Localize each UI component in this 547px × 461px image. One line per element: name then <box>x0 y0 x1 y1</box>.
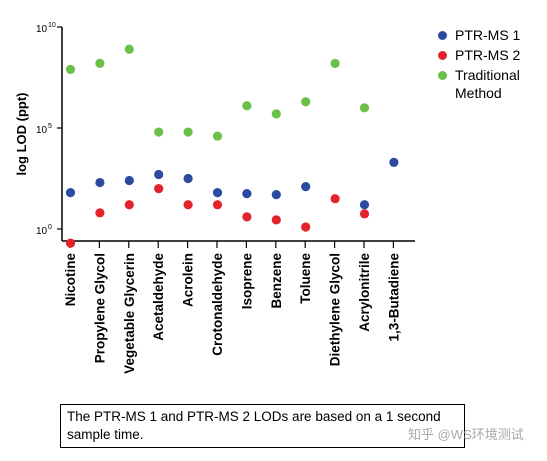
y-tick-exponent: 10 <box>48 22 56 29</box>
data-point-ptr-ms-2 <box>183 200 193 210</box>
data-point-traditional-method <box>154 127 164 137</box>
x-tick-label: Diethylene Glycol <box>328 253 343 366</box>
data-point-traditional-method <box>124 44 134 54</box>
data-point-ptr-ms-1 <box>271 190 281 200</box>
data-point-ptr-ms-2 <box>359 209 370 219</box>
data-point-traditional-method <box>359 103 370 113</box>
legend-marker <box>438 71 447 80</box>
legend-item-traditional-method: Traditional Method <box>438 66 543 102</box>
data-point-ptr-ms-2 <box>65 238 76 248</box>
data-point-ptr-ms-1 <box>242 189 252 199</box>
y-tick-label: 10 <box>36 24 48 35</box>
x-tick-label: Propylene Glycol <box>92 253 107 363</box>
data-point-traditional-method <box>301 97 311 107</box>
data-point-ptr-ms-1 <box>65 188 76 198</box>
data-point-ptr-ms-2 <box>212 200 223 210</box>
data-point-ptr-ms-1 <box>124 175 134 186</box>
chart-legend: PTR-MS 1 PTR-MS 2 Traditional Method <box>438 26 543 102</box>
data-point-traditional-method <box>242 101 252 111</box>
x-tick-label: Benzene <box>269 253 284 309</box>
data-point-traditional-method <box>65 64 76 75</box>
data-point-ptr-ms-2 <box>301 222 311 232</box>
data-point-ptr-ms-2 <box>95 208 105 218</box>
data-point-ptr-ms-1 <box>212 188 223 198</box>
x-tick-label: Crotonaldehyde <box>210 253 225 356</box>
data-point-traditional-method <box>212 131 223 141</box>
data-point-traditional-method <box>183 127 193 137</box>
legend-label: Traditional Method <box>455 67 520 101</box>
x-tick-label: Acetaldehyde <box>151 253 166 341</box>
legend-item-ptr-ms-2: PTR-MS 2 <box>438 46 543 66</box>
data-point-ptr-ms-1 <box>95 177 105 188</box>
legend-marker <box>438 31 447 40</box>
data-point-ptr-ms-2 <box>242 212 252 222</box>
data-point-traditional-method <box>330 58 340 68</box>
legend-marker <box>438 51 447 60</box>
data-point-ptr-ms-1 <box>389 157 399 167</box>
x-tick-label: Nicotine <box>63 253 78 307</box>
footnote-box: The PTR-MS 1 and PTR-MS 2 LODs are based… <box>60 404 465 448</box>
y-tick-label: 10 <box>36 226 48 237</box>
x-tick-label: Vegetable Glycerin <box>122 253 137 374</box>
y-axis-label: log LOD (ppt) <box>14 92 29 175</box>
watermark: 知乎 @WS环境测试 <box>408 427 524 442</box>
data-point-traditional-method <box>95 58 105 68</box>
data-point-ptr-ms-2 <box>124 200 134 210</box>
data-point-ptr-ms-1 <box>301 181 311 192</box>
legend-label: PTR-MS 2 <box>455 47 521 63</box>
x-tick-label: Acrylonitrile <box>357 253 372 332</box>
data-point-ptr-ms-1 <box>359 200 370 210</box>
x-tick-label: Acrolein <box>181 253 196 307</box>
legend-label: PTR-MS 1 <box>455 27 521 43</box>
data-point-traditional-method <box>271 109 281 119</box>
x-tick-label: Toluene <box>298 253 313 304</box>
data-point-ptr-ms-1 <box>183 173 193 184</box>
y-tick-label: 10 <box>36 125 48 136</box>
legend-item-ptr-ms-1: PTR-MS 1 <box>438 26 543 46</box>
data-point-ptr-ms-2 <box>330 194 340 204</box>
x-tick-label: 1,3-Butadiene <box>386 253 401 342</box>
y-tick-exponent: 5 <box>48 123 52 130</box>
data-point-ptr-ms-1 <box>154 169 164 180</box>
x-tick-label: Isoprene <box>239 253 254 310</box>
data-point-ptr-ms-2 <box>154 184 164 194</box>
data-point-ptr-ms-2 <box>271 215 281 225</box>
y-tick-exponent: 0 <box>48 224 52 231</box>
